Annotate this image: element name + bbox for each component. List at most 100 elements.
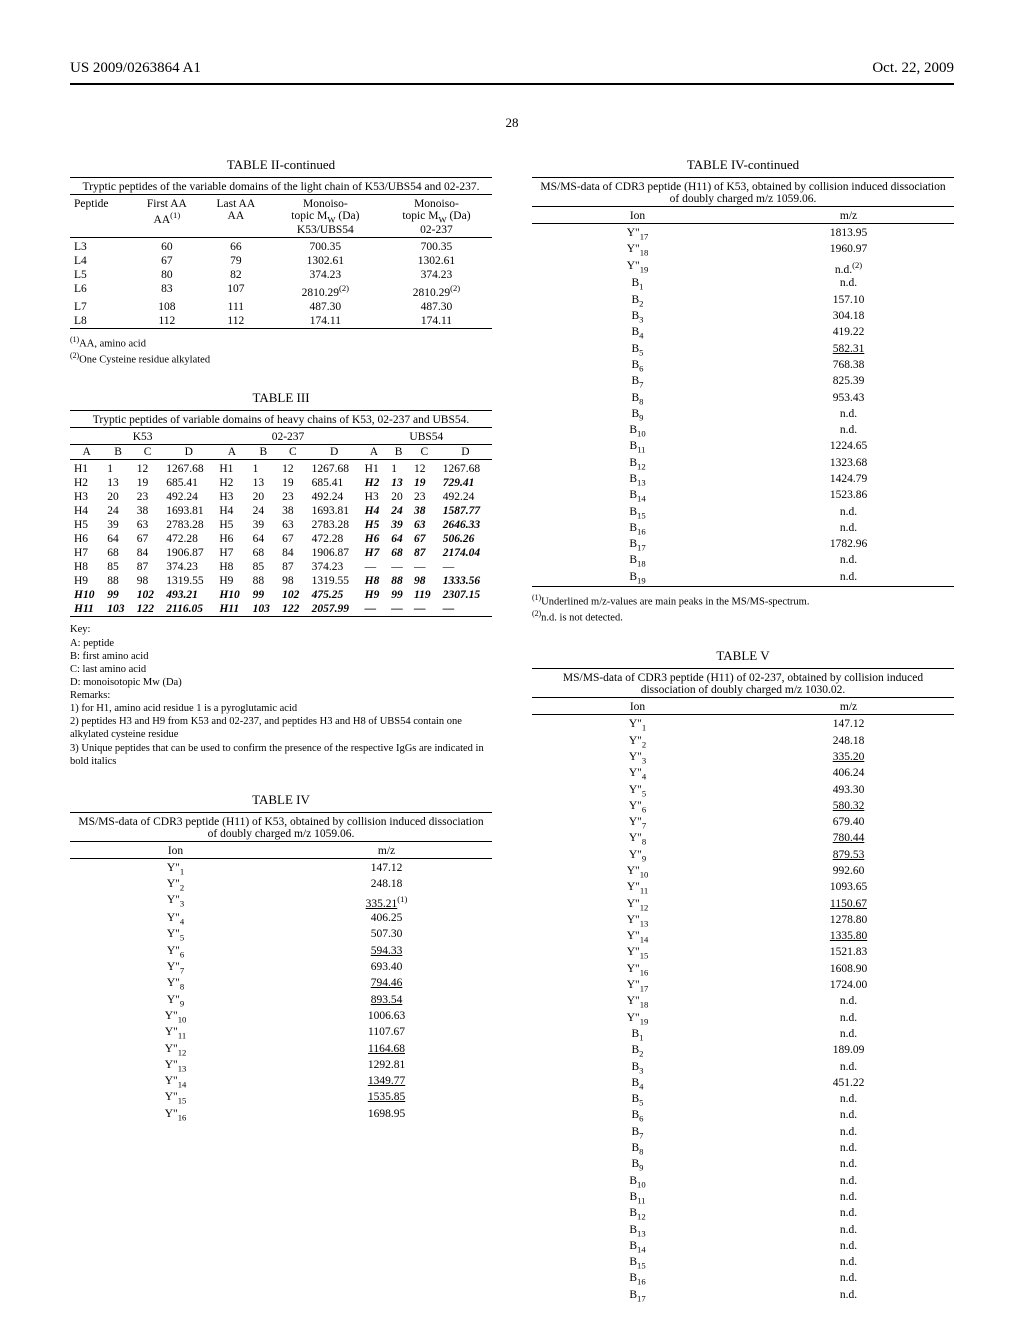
table-row: Y"2248.18: [70, 877, 492, 893]
table-row: B111224.65: [532, 439, 954, 455]
table3-caption: Tryptic peptides of variable domains of …: [70, 413, 492, 428]
page-header: US 2009/0263864 A1 Oct. 22, 2009: [70, 60, 954, 77]
header-rule: [70, 83, 954, 85]
table-row: H111031222116.05H111031222057.99————: [70, 602, 492, 617]
col-header: A: [70, 445, 103, 460]
patent-number: US 2009/0263864 A1: [70, 60, 201, 77]
key-line: B: first amino acid: [70, 650, 492, 663]
table-row: Y"18n.d.: [532, 994, 954, 1010]
table-row: Y"131278.80: [532, 913, 954, 929]
table-row: Y"4406.24: [532, 766, 954, 782]
col-header: C: [133, 445, 163, 460]
table4c-caption: MS/MS-data of CDR3 peptide (H11) of K53,…: [532, 180, 954, 207]
table-row: Y"19n.d.: [532, 1011, 954, 1027]
table3-group-header: K53 02-237 UBS54: [70, 430, 492, 445]
key-line: A: peptide: [70, 637, 492, 650]
table-row: B5582.31: [532, 342, 954, 358]
table-row: L7108111487.30487.30: [70, 300, 492, 314]
table4-title: TABLE IV: [70, 792, 492, 808]
table4c-footnotes: (1)Underlined m/z-values are main peaks …: [532, 593, 954, 624]
remark-line: 2) peptides H3 and H9 from K53 and 02-23…: [70, 715, 492, 741]
table-row: H66467472.28H66467472.28H66467506.26: [70, 532, 492, 546]
table-row: Y"6580.32: [532, 799, 954, 815]
table-row: B16n.d.: [532, 521, 954, 537]
table-row: Y"1147.12: [70, 861, 492, 877]
th-peptide: Peptide: [70, 197, 132, 238]
table2: Tryptic peptides of the variable domains…: [70, 177, 492, 331]
table-row: Y"4406.25: [70, 911, 492, 927]
th-last-aa: Last AAAA: [202, 197, 270, 238]
table-row: B8n.d.: [532, 1141, 954, 1157]
table-row: B9n.d.: [532, 407, 954, 423]
table2-header-row: Peptide First AAAA(1) Last AAAA Monoiso-…: [70, 197, 492, 238]
remarks-title: Remarks:: [70, 689, 492, 702]
table-row: Y"111107.67: [70, 1025, 492, 1041]
table-row: Y"19n.d.(2): [532, 259, 954, 277]
table-row: B10n.d.: [532, 423, 954, 439]
table-row: H988981319.55H988981319.55H888981333.56: [70, 574, 492, 588]
left-column: TABLE II-continued Tryptic peptides of t…: [70, 151, 492, 1304]
table-row: B171782.96: [532, 537, 954, 553]
table5-title: TABLE V: [532, 648, 954, 664]
publication-date: Oct. 22, 2009: [872, 60, 954, 77]
table-row: L58082374.23374.23: [70, 268, 492, 282]
table-row: B16n.d.: [532, 1271, 954, 1287]
th-first-aa: First AAAA(1): [132, 197, 202, 238]
table-row: Y"141335.80: [532, 929, 954, 945]
table-row: Y"171724.00: [532, 978, 954, 994]
table-row: B3n.d.: [532, 1060, 954, 1076]
col-header: B: [249, 445, 279, 460]
table-row: B13n.d.: [532, 1223, 954, 1239]
table-row: Y"10992.60: [532, 864, 954, 880]
table-row: Y"131292.81: [70, 1058, 492, 1074]
table-row: Y"5507.30: [70, 927, 492, 943]
table-row: H11121267.68H11121267.68H11121267.68: [70, 462, 492, 476]
table-row: Y"151535.85: [70, 1090, 492, 1106]
table-row: B14n.d.: [532, 1239, 954, 1255]
table-row: H424381693.81H424381693.81H424381587.77: [70, 504, 492, 518]
footnote: (1)Underlined m/z-values are main peaks …: [532, 593, 954, 609]
table3-footnotes: Key: A: peptideB: first amino acidC: las…: [70, 623, 492, 767]
table-row: B4451.22: [532, 1076, 954, 1092]
col-header: D: [439, 445, 492, 460]
th-mono2: Monoiso-topic MW (Da)02-237: [381, 197, 492, 238]
table4: MS/MS-data of CDR3 peptide (H11) of K53,…: [70, 812, 492, 1123]
table-row: B15n.d.: [532, 1255, 954, 1271]
table-row: B6n.d.: [532, 1108, 954, 1124]
col-header: C: [278, 445, 308, 460]
page-number: 28: [70, 115, 954, 131]
table-row: Y"7693.40: [70, 960, 492, 976]
footnote: (2)One Cysteine residue alkylated: [70, 351, 492, 367]
table2-title: TABLE II-continued: [70, 157, 492, 173]
table-row: B9n.d.: [532, 1157, 954, 1173]
table-row: L6831072810.29(2)2810.29(2): [70, 282, 492, 300]
table-row: Y"1147.12: [532, 717, 954, 733]
table-row: Y"181960.97: [532, 242, 954, 258]
table-row: B7n.d.: [532, 1125, 954, 1141]
table-row: Y"101006.63: [70, 1009, 492, 1025]
table4c-title: TABLE IV-continued: [532, 157, 954, 173]
table-row: B131424.79: [532, 472, 954, 488]
table-row: L36066700.35700.35: [70, 240, 492, 254]
table-row: Y"2248.18: [532, 734, 954, 750]
table-row: H1099102493.21H1099102475.25H9991192307.…: [70, 588, 492, 602]
table-row: H539632783.28H539632783.28H539632646.33: [70, 518, 492, 532]
table3: Tryptic peptides of variable domains of …: [70, 410, 492, 619]
table-row: Y"161608.90: [532, 962, 954, 978]
footnote: (2)n.d. is not detected.: [532, 609, 954, 625]
col-header: B: [103, 445, 133, 460]
table4-header: Ion m/z: [70, 844, 492, 859]
col-header: B: [387, 445, 410, 460]
table2-footnotes: (1)AA, amino acid(2)One Cysteine residue…: [70, 335, 492, 366]
table-row: B121323.68: [532, 456, 954, 472]
table-row: Y"8780.44: [532, 831, 954, 847]
table5: MS/MS-data of CDR3 peptide (H11) of 02-2…: [532, 668, 954, 1304]
table5-caption: MS/MS-data of CDR3 peptide (H11) of 02-2…: [532, 671, 954, 698]
table-row: Y"141349.77: [70, 1074, 492, 1090]
table-row: Y"161698.95: [70, 1107, 492, 1123]
table-row: B2157.10: [532, 293, 954, 309]
table-row: B12n.d.: [532, 1206, 954, 1222]
table-row: B6768.38: [532, 358, 954, 374]
table-row: B5n.d.: [532, 1092, 954, 1108]
table-row: Y"8794.46: [70, 976, 492, 992]
